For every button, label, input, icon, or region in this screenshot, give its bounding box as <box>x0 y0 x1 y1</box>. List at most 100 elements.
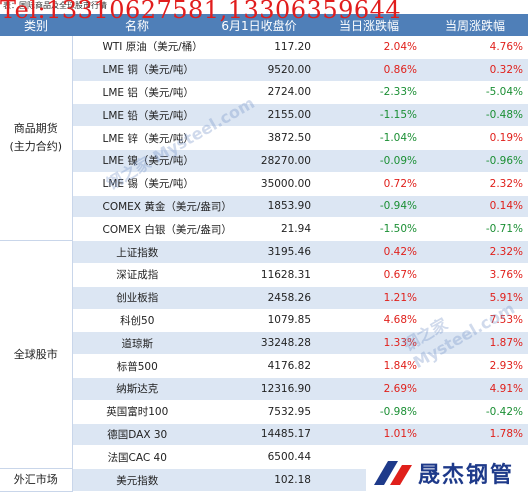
day-change: 2.69% <box>316 377 422 401</box>
category-cell: 全球股市 <box>0 240 73 470</box>
instrument-name: 标普500 <box>72 354 202 378</box>
week-change: -0.71% <box>422 217 528 242</box>
week-change: -5.04% <box>422 81 528 105</box>
week-change: 4.91% <box>422 377 528 401</box>
week-change: 2.93% <box>422 354 528 378</box>
instrument-name: COMEX 黄金（美元/盎司） <box>72 195 232 219</box>
close-price: 14485.17 <box>202 423 316 447</box>
close-price: 9520.00 <box>202 58 316 82</box>
table-row: 英国富时100 7532.95 -0.98% -0.42% <box>0 400 528 424</box>
instrument-name: LME 铝（美元/吨） <box>72 81 202 105</box>
close-price: 11628.31 <box>202 263 316 287</box>
day-change: 0.72% <box>316 172 422 196</box>
table-row: 道琼斯 33248.28 1.33% 1.87% <box>0 331 528 356</box>
table-row: LME 镍（美元/吨） 28270.00 -0.09% -0.96% <box>0 149 528 173</box>
table-row: 全球股市 上证指数 3195.46 0.42% 2.32% <box>0 240 528 470</box>
close-price: 117.20 <box>202 36 316 59</box>
table-row: LME 铜（美元/吨） 9520.00 0.86% 0.32% <box>0 58 528 82</box>
table-row: COMEX 黄金（美元/盎司） 1853.90 -0.94% 0.14% <box>0 195 528 219</box>
week-change: 3.76% <box>422 263 528 287</box>
instrument-name: LME 铜（美元/吨） <box>72 58 202 82</box>
table-body: 商品期货 (主力合约) WTI 原油（美元/桶） 117.20 2.04% 4.76% L… <box>0 36 528 492</box>
week-change: 5.91% <box>422 286 528 310</box>
table-row: 德国DAX 30 14485.17 1.01% 1.78% <box>0 423 528 447</box>
table-row: COMEX 白银（美元/盎司） 21.94 -1.50% -0.71% <box>0 217 528 242</box>
close-price: 35000.00 <box>202 172 316 196</box>
instrument-name: 法国CAC 40 <box>72 445 202 470</box>
instrument-name: 纳斯达克 <box>72 377 202 401</box>
close-price: 2458.26 <box>202 286 316 310</box>
week-change: 4.76% <box>422 36 528 59</box>
instrument-name: 英国富时100 <box>72 400 202 424</box>
close-price: 3872.50 <box>202 126 316 150</box>
day-change: 0.42% <box>316 240 422 264</box>
table-row: LME 锡（美元/吨） 35000.00 0.72% 2.32% <box>0 172 528 196</box>
day-change: 1.01% <box>316 423 422 447</box>
day-change: 1.84% <box>316 354 422 378</box>
day-change: -0.98% <box>316 400 422 424</box>
close-price: 12316.90 <box>202 377 316 401</box>
close-price: 2724.00 <box>202 81 316 105</box>
header-close: 6月1日收盘价 <box>202 14 316 36</box>
table-row: 商品期货 (主力合约) WTI 原油（美元/桶） 117.20 2.04% 4.76% <box>0 36 528 242</box>
category-cell: 外汇市场 <box>0 468 73 492</box>
table-row: LME 铝（美元/吨） 2724.00 -2.33% -5.04% <box>0 81 528 105</box>
table-row: 深证成指 11628.31 0.67% 3.76% <box>0 263 528 287</box>
day-change: -2.33% <box>316 81 422 105</box>
day-change: 1.33% <box>316 331 422 356</box>
week-change: 0.14% <box>422 195 528 219</box>
close-price: 33248.28 <box>202 331 316 356</box>
day-change: -0.09% <box>316 149 422 173</box>
logo-text: 晟杰钢管 <box>418 463 515 488</box>
instrument-name: 创业板指 <box>72 286 202 310</box>
header-category: 类别 <box>0 14 72 36</box>
phone-overlay-text: Tel:13310627581,13306359644 <box>0 0 402 24</box>
company-logo: 晟杰钢管 <box>366 450 528 496</box>
instrument-name: 上证指数 <box>72 240 202 264</box>
day-change: 2.04% <box>316 36 422 59</box>
instrument-name: LME 锡（美元/吨） <box>72 172 202 196</box>
close-price: 7532.95 <box>202 400 316 424</box>
week-change: -0.48% <box>422 103 528 128</box>
close-price: 4176.82 <box>202 354 316 378</box>
close-price: 102.18 <box>202 468 316 492</box>
instrument-name: 德国DAX 30 <box>72 423 202 447</box>
week-change: 7.53% <box>422 309 528 333</box>
table-row: LME 铅（美元/吨） 2155.00 -1.15% -0.48% <box>0 103 528 128</box>
instrument-name: 深证成指 <box>72 263 202 287</box>
week-change: 2.32% <box>422 240 528 264</box>
day-change: 1.21% <box>316 286 422 310</box>
week-change: 0.19% <box>422 126 528 150</box>
table-caption: 表：国际商品及全球股市行情 <box>3 1 107 10</box>
instrument-name: COMEX 白银（美元/盎司） <box>72 217 232 242</box>
week-change: 1.87% <box>422 331 528 356</box>
header-name: 名称 <box>72 14 202 36</box>
table-row: LME 锌（美元/吨） 3872.50 -1.04% 0.19% <box>0 126 528 150</box>
week-change: -0.96% <box>422 149 528 173</box>
close-price: 21.94 <box>202 217 316 242</box>
day-change: -0.94% <box>316 195 422 219</box>
week-change: -0.42% <box>422 400 528 424</box>
market-quotes-table: 类别 名称 6月1日收盘价 当日涨跌幅 当周涨跌幅 商品期货 (主力合约) WTI… <box>0 14 528 492</box>
week-change: 2.32% <box>422 172 528 196</box>
instrument-name: LME 锌（美元/吨） <box>72 126 202 150</box>
instrument-name: 道琼斯 <box>72 331 202 356</box>
instrument-name: LME 铅（美元/吨） <box>72 103 202 128</box>
close-price: 1079.85 <box>202 309 316 333</box>
table-row: 标普500 4176.82 1.84% 2.93% <box>0 354 528 378</box>
close-price: 2155.00 <box>202 103 316 128</box>
close-price: 1853.90 <box>202 195 316 219</box>
close-price: 6500.44 <box>202 445 316 470</box>
day-change: -1.04% <box>316 126 422 150</box>
logo-mark-icon <box>374 461 412 485</box>
instrument-name: 科创50 <box>72 309 202 333</box>
header-week-change: 当周涨跌幅 <box>422 14 528 36</box>
table-row: 创业板指 2458.26 1.21% 5.91% <box>0 286 528 310</box>
week-change: 1.78% <box>422 423 528 447</box>
day-change: 4.68% <box>316 309 422 333</box>
table-row: 科创50 1079.85 4.68% 7.53% <box>0 309 528 333</box>
table-row: 纳斯达克 12316.90 2.69% 4.91% <box>0 377 528 401</box>
category-cell: 商品期货 (主力合约) <box>0 36 73 242</box>
close-price: 3195.46 <box>202 240 316 264</box>
day-change: 0.86% <box>316 58 422 82</box>
